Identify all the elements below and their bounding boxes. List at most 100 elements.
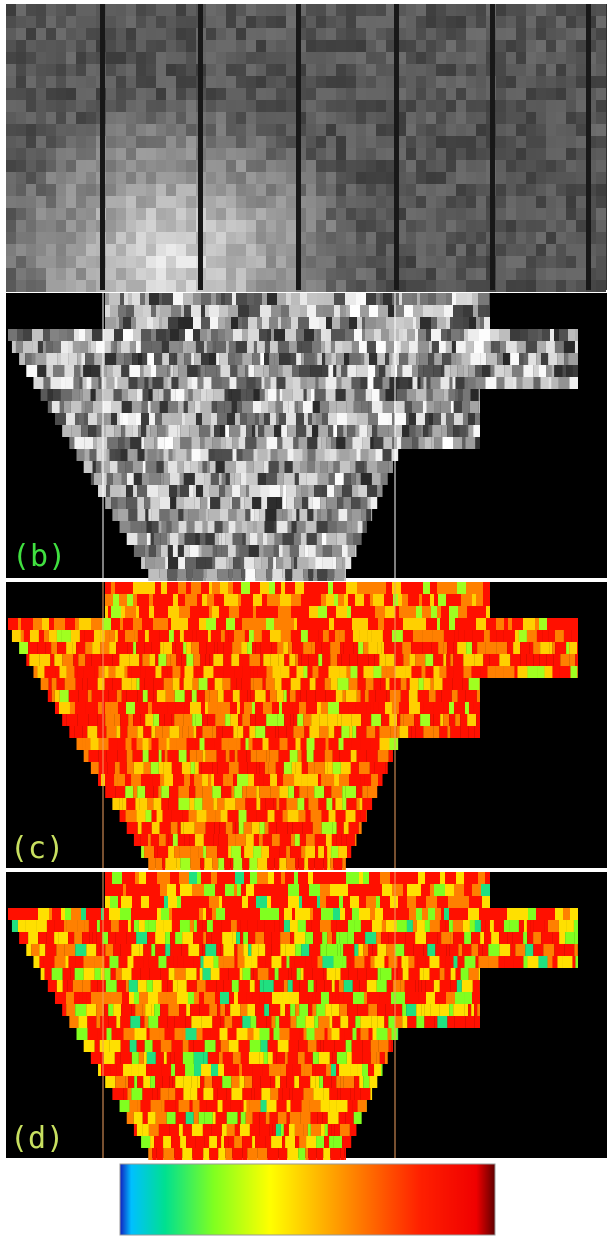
texture-cell <box>538 956 547 968</box>
texture-cell <box>366 389 372 401</box>
texture-cell <box>232 389 241 401</box>
texture-cell <box>46 256 56 268</box>
texture-cell <box>140 1016 144 1028</box>
texture-cell <box>286 485 296 497</box>
texture-cell <box>449 1004 453 1016</box>
texture-cell <box>316 76 326 88</box>
texture-cell <box>298 317 309 329</box>
texture-cell <box>414 956 417 968</box>
texture-cell <box>232 437 238 449</box>
texture-cell <box>166 232 176 244</box>
texture-cell <box>206 280 216 292</box>
texture-cell <box>359 341 367 353</box>
texture-cell <box>26 100 36 112</box>
texture-cell <box>185 329 193 341</box>
texture-cell <box>328 425 333 437</box>
texture-cell <box>110 485 120 497</box>
texture-cell <box>596 124 606 136</box>
texture-cell <box>362 798 372 810</box>
texture-cell <box>115 582 125 594</box>
texture-cell <box>306 208 316 220</box>
texture-cell <box>275 1016 279 1028</box>
texture-cell <box>159 569 167 581</box>
texture-cell <box>269 846 279 858</box>
texture-cell <box>504 956 513 968</box>
texture-cell <box>166 64 176 76</box>
texture-cell <box>197 810 207 822</box>
texture-cell <box>423 726 433 738</box>
texture-cell <box>342 485 352 497</box>
texture-cell <box>356 293 361 305</box>
texture-cell <box>506 268 516 280</box>
texture-cell <box>339 932 347 944</box>
texture-cell <box>160 1028 165 1040</box>
texture-cell <box>360 353 364 365</box>
texture-cell <box>232 569 241 581</box>
texture-cell <box>426 52 436 64</box>
texture-cell <box>506 100 516 112</box>
texture-cell <box>149 389 153 401</box>
texture-cell <box>359 822 362 834</box>
texture-cell <box>266 16 276 28</box>
texture-cell <box>127 872 135 884</box>
texture-cell <box>66 112 76 124</box>
texture-cell <box>160 884 167 896</box>
texture-cell <box>295 401 298 413</box>
texture-cell <box>60 690 69 702</box>
texture-cell <box>331 786 342 798</box>
texture-cell <box>146 88 156 100</box>
texture-cell <box>496 100 506 112</box>
texture-cell <box>575 654 578 666</box>
texture-cell <box>256 112 266 124</box>
texture-cell <box>427 944 435 956</box>
texture-cell <box>466 100 476 112</box>
texture-cell <box>269 582 275 594</box>
texture-cell <box>456 268 466 280</box>
texture-cell <box>173 834 178 846</box>
texture-cell <box>446 244 456 256</box>
texture-cell <box>156 112 166 124</box>
texture-cell <box>456 88 466 100</box>
texture-cell <box>197 872 201 884</box>
texture-cell <box>255 642 260 654</box>
texture-cell <box>474 654 483 666</box>
texture-cell <box>307 786 314 798</box>
texture-cell <box>205 473 211 485</box>
texture-cell <box>39 956 43 968</box>
texture-cell <box>435 944 446 956</box>
texture-cell <box>134 992 139 1004</box>
texture-cell <box>52 401 60 413</box>
texture-cell <box>275 678 282 690</box>
texture-cell <box>262 594 267 606</box>
texture-cell <box>145 293 149 305</box>
texture-cell <box>105 582 111 594</box>
texture-cell <box>536 76 546 88</box>
texture-cell <box>245 569 255 581</box>
texture-cell <box>326 329 331 341</box>
texture-cell <box>286 184 296 196</box>
texture-cell <box>546 365 551 377</box>
texture-cell <box>118 305 126 317</box>
texture-cell <box>193 654 200 666</box>
texture-cell <box>277 774 283 786</box>
texture-cell <box>263 678 266 690</box>
texture-cell <box>376 136 386 148</box>
texture-cell <box>403 618 409 630</box>
texture-cell <box>149 920 156 932</box>
texture-cell <box>466 160 476 172</box>
texture-cell <box>245 798 256 810</box>
texture-cell <box>66 28 76 40</box>
texture-cell <box>506 172 516 184</box>
texture-cell <box>361 449 369 461</box>
texture-cell <box>86 40 96 52</box>
texture-cell <box>320 944 326 956</box>
texture-cell <box>332 932 336 944</box>
texture-cell <box>269 908 279 920</box>
texture-cell <box>556 4 566 16</box>
texture-cell <box>165 1028 170 1040</box>
texture-cell <box>560 618 567 630</box>
texture-cell <box>264 932 271 944</box>
texture-cell <box>86 1004 96 1016</box>
texture-cell <box>351 461 356 473</box>
texture-cell <box>16 124 26 136</box>
